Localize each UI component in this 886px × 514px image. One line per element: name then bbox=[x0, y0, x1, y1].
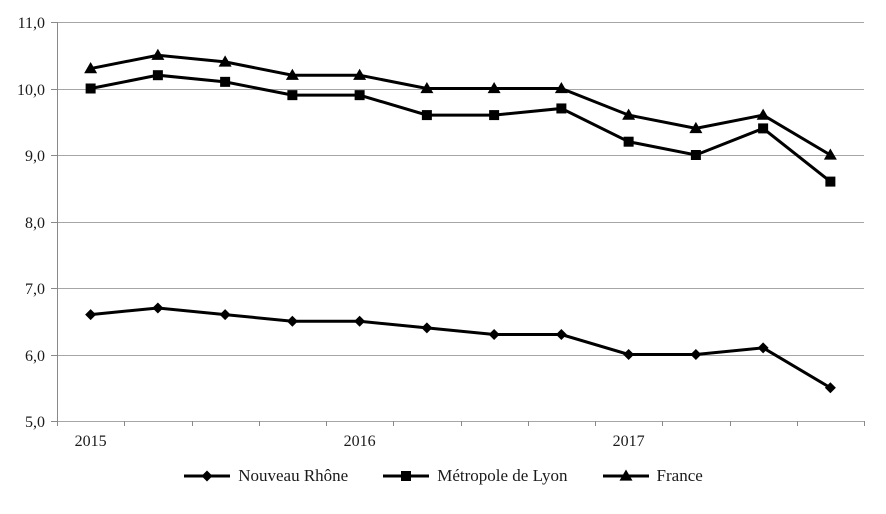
x-tick-label: 2017 bbox=[613, 433, 645, 450]
triangle-marker-icon bbox=[689, 121, 703, 134]
triangle-marker-icon bbox=[420, 82, 434, 94]
diamond-marker-icon bbox=[354, 315, 366, 327]
diamond-marker-icon bbox=[85, 309, 97, 321]
square-marker-icon bbox=[152, 70, 163, 81]
series-line bbox=[90, 306, 832, 390]
triangle-marker-icon bbox=[619, 469, 633, 481]
diamond-marker-icon bbox=[201, 470, 213, 482]
legend-item-france: France bbox=[602, 466, 703, 486]
legend-label: Métropole de Lyon bbox=[437, 466, 568, 485]
diamond-marker-icon bbox=[824, 382, 836, 394]
x-tick-label: 2016 bbox=[344, 433, 376, 450]
square-marker-icon bbox=[690, 150, 701, 160]
square-marker-icon bbox=[287, 90, 298, 101]
diamond-marker-icon bbox=[286, 315, 298, 327]
y-tick-label: 9,0 bbox=[25, 148, 45, 165]
triangle-marker-icon bbox=[151, 48, 165, 60]
square-marker-icon bbox=[85, 83, 96, 94]
chart-legend: Nouveau Rhône Métropole de Lyon France bbox=[0, 466, 886, 486]
triangle-marker-icon bbox=[756, 108, 770, 120]
diamond-marker-icon bbox=[152, 302, 164, 314]
legend-item-nouveau-rhone: Nouveau Rhône bbox=[183, 466, 348, 486]
diamond-marker-icon bbox=[690, 349, 702, 360]
triangle-marker-icon bbox=[353, 68, 367, 80]
triangle-marker-icon bbox=[554, 82, 568, 94]
square-marker-icon bbox=[354, 90, 365, 101]
square-marker-icon bbox=[758, 123, 769, 134]
legend-label: France bbox=[656, 466, 703, 485]
triangle-marker-icon bbox=[622, 108, 636, 120]
square-marker-icon bbox=[556, 103, 567, 114]
y-tick-label: 8,0 bbox=[25, 215, 45, 232]
square-marker-icon bbox=[220, 76, 231, 87]
series-square bbox=[85, 70, 836, 187]
plot-area: 5,0 6,0 7,0 8,0 9,0 10,0 11,0 2015 2016 2017 bbox=[17, 15, 865, 450]
legend-label: Nouveau Rhône bbox=[238, 466, 349, 485]
y-tick-label: 10,0 bbox=[17, 82, 45, 99]
series-diamond bbox=[85, 302, 836, 394]
series-line bbox=[90, 53, 832, 157]
diamond-marker-icon bbox=[421, 322, 433, 334]
triangle-marker-icon bbox=[285, 68, 299, 80]
diamond-marker-icon bbox=[623, 349, 635, 360]
series-line bbox=[90, 73, 832, 183]
diamond-marker-icon bbox=[555, 329, 567, 341]
square-marker-icon bbox=[401, 471, 412, 481]
square-marker-icon bbox=[489, 110, 500, 121]
y-tick-label: 6,0 bbox=[25, 348, 45, 365]
square-marker-icon bbox=[383, 471, 430, 481]
x-tick-label: 2015 bbox=[75, 433, 107, 450]
square-marker-icon bbox=[421, 110, 432, 121]
triangle-marker-icon bbox=[823, 148, 837, 160]
diamond-marker-icon bbox=[488, 329, 500, 341]
legend-item-metropole-de-lyon: Métropole de Lyon bbox=[382, 466, 568, 486]
diamond-marker-icon bbox=[219, 309, 231, 321]
square-marker-icon bbox=[623, 136, 634, 147]
series-triangle bbox=[84, 48, 837, 160]
y-tick-label: 5,0 bbox=[25, 414, 45, 431]
diamond-marker-icon bbox=[757, 342, 769, 354]
triangle-marker-icon bbox=[84, 62, 98, 74]
triangle-marker-icon bbox=[487, 82, 501, 94]
triangle-marker-icon bbox=[602, 469, 649, 481]
square-marker-icon bbox=[825, 176, 836, 187]
triangle-marker-icon bbox=[218, 55, 232, 67]
y-tick-label: 11,0 bbox=[18, 15, 45, 32]
y-tick-label: 7,0 bbox=[25, 281, 45, 298]
diamond-marker-icon bbox=[184, 470, 231, 482]
